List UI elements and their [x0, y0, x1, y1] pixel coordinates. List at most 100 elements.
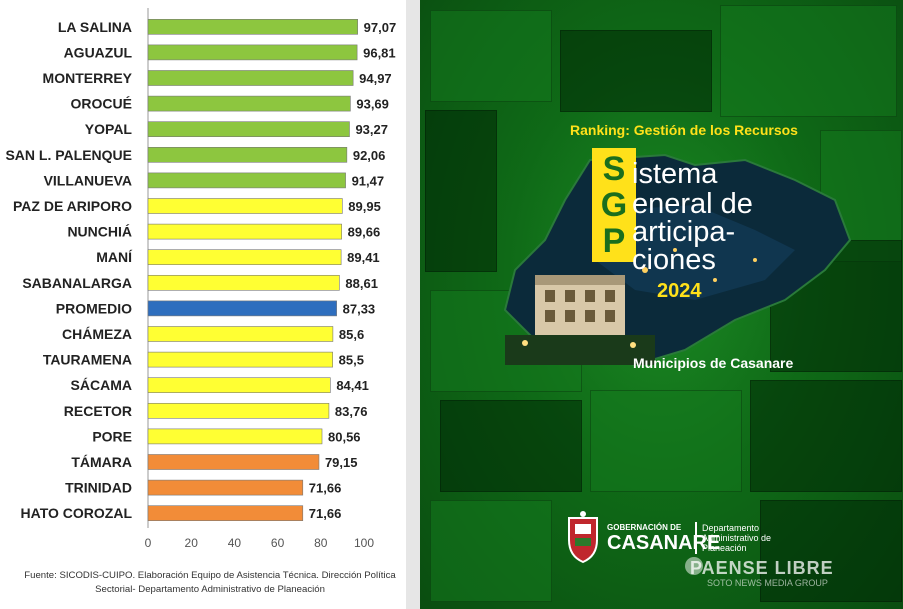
bar — [147, 454, 320, 470]
poster-subtitle: Municipios de Casanare — [633, 355, 794, 371]
bar — [147, 172, 346, 189]
value-label: 89,66 — [348, 225, 381, 240]
background-photo-tile — [430, 10, 552, 102]
bar — [147, 326, 334, 342]
bar — [147, 274, 340, 291]
value-label: 89,41 — [347, 250, 380, 265]
category-label: SÁCAMA — [71, 377, 132, 393]
bar — [147, 402, 330, 419]
bar — [147, 18, 358, 35]
bar — [147, 479, 304, 496]
bar — [147, 198, 343, 214]
category-label: TÁMARA — [71, 454, 132, 470]
category-label: VILLANUEVA — [44, 172, 132, 188]
bar — [147, 223, 342, 240]
value-label: 92,06 — [353, 148, 386, 163]
bar — [147, 377, 331, 394]
building-photo — [505, 275, 655, 365]
logo-separator — [695, 522, 697, 554]
sgp-letter-g: G — [600, 186, 628, 224]
poster-panel: Ranking: Gestión de los Recursos S G P i… — [420, 0, 903, 609]
category-label: SAN L. PALENQUE — [5, 147, 132, 163]
category-label: PAZ DE ARIPORO — [13, 198, 132, 214]
value-label: 83,76 — [335, 404, 368, 419]
x-tick-label: 0 — [145, 536, 152, 550]
value-label: 97,07 — [364, 20, 397, 35]
background-photo-tile — [440, 400, 582, 492]
x-tick-label: 60 — [271, 536, 285, 550]
bar — [147, 300, 337, 317]
value-label: 84,41 — [336, 378, 369, 393]
category-label: MONTERREY — [43, 70, 133, 86]
category-label: TAURAMENA — [43, 352, 132, 368]
background-photo-tile — [560, 30, 712, 112]
category-label: RECETOR — [64, 403, 132, 419]
value-label: 88,61 — [345, 276, 378, 291]
value-label: 85,6 — [339, 327, 364, 342]
category-label: MANÍ — [96, 249, 133, 265]
value-label: 80,56 — [328, 429, 361, 444]
shield-icon — [568, 511, 598, 564]
x-tick-label: 20 — [185, 536, 199, 550]
sgp-letter-block: S G P — [592, 148, 636, 262]
category-label: PROMEDIO — [56, 300, 132, 316]
category-label: SABANALARGA — [22, 275, 132, 291]
x-tick-label: 100 — [354, 536, 374, 550]
sgp-title-line: istema — [632, 158, 718, 190]
watermark-subtext: SOTO NEWS MEDIA GROUP — [707, 578, 828, 588]
bar — [147, 95, 351, 112]
bar — [147, 249, 342, 265]
bar — [147, 351, 333, 368]
logo-line1: GOBERNACIÓN DE — [607, 523, 682, 532]
x-tick-label: 80 — [314, 536, 328, 550]
sgp-letter-p: P — [602, 222, 626, 260]
value-label: 85,5 — [339, 353, 364, 368]
bar — [147, 505, 304, 522]
value-label: 87,33 — [343, 301, 376, 316]
value-label: 91,47 — [352, 173, 385, 188]
value-label: 89,95 — [348, 199, 381, 214]
category-label: LA SALINA — [58, 19, 132, 35]
sgp-title-line: articipa- — [632, 216, 736, 248]
ranking-heading: Ranking: Gestión de los Recursos — [570, 122, 798, 138]
category-label: PORE — [92, 428, 132, 444]
category-label: AGUAZUL — [64, 44, 133, 60]
sgp-title-line: eneral de — [632, 188, 753, 220]
logo-department: Departamento Administrativo de Planeació… — [702, 523, 772, 553]
divider — [406, 0, 420, 609]
background-photo-tile — [590, 390, 742, 492]
value-label: 71,66 — [309, 506, 342, 521]
sgp-title-line: ciones — [632, 244, 716, 276]
bar — [147, 121, 350, 137]
background-photo-tile — [425, 110, 497, 272]
value-label: 96,81 — [363, 45, 396, 60]
background-photo-tile — [750, 380, 902, 492]
background-photo-tile — [720, 5, 897, 117]
category-label: OROCUÉ — [71, 96, 132, 112]
bar-chart: LA SALINA 97,07 AGUAZUL 96,81 MONTERREY 94,97… — [5, 8, 397, 550]
bar — [147, 44, 358, 61]
category-label: TRINIDAD — [65, 480, 132, 496]
sgp-letter-s: S — [602, 150, 626, 188]
bar — [147, 70, 354, 86]
poster-year: 2024 — [657, 280, 702, 302]
bar — [147, 428, 323, 445]
bar — [147, 147, 348, 163]
category-label: HATO COROZAL — [21, 505, 133, 521]
category-label: CHÁMEZA — [62, 326, 132, 342]
background-photo-tile — [760, 500, 902, 602]
value-label: 93,69 — [356, 97, 389, 112]
value-label: 93,27 — [355, 122, 388, 137]
logo-line2: CASANARE — [607, 532, 721, 554]
chart-source-note: Fuente: SICODIS-CUIPO. Elaboración Equip… — [24, 570, 396, 595]
chart-panel: LA SALINA 97,07 AGUAZUL 96,81 MONTERREY 94,97… — [0, 0, 420, 609]
category-label: NUNCHIÁ — [67, 224, 132, 240]
background-photo-tile — [430, 500, 552, 602]
value-label: 79,15 — [325, 455, 358, 470]
category-label: YOPAL — [85, 121, 133, 137]
value-label: 94,97 — [359, 71, 392, 86]
x-tick-label: 40 — [228, 536, 242, 550]
value-label: 71,66 — [309, 481, 342, 496]
watermark-icon — [685, 557, 703, 575]
watermark-text: PAENSE LIBRE — [690, 558, 834, 578]
